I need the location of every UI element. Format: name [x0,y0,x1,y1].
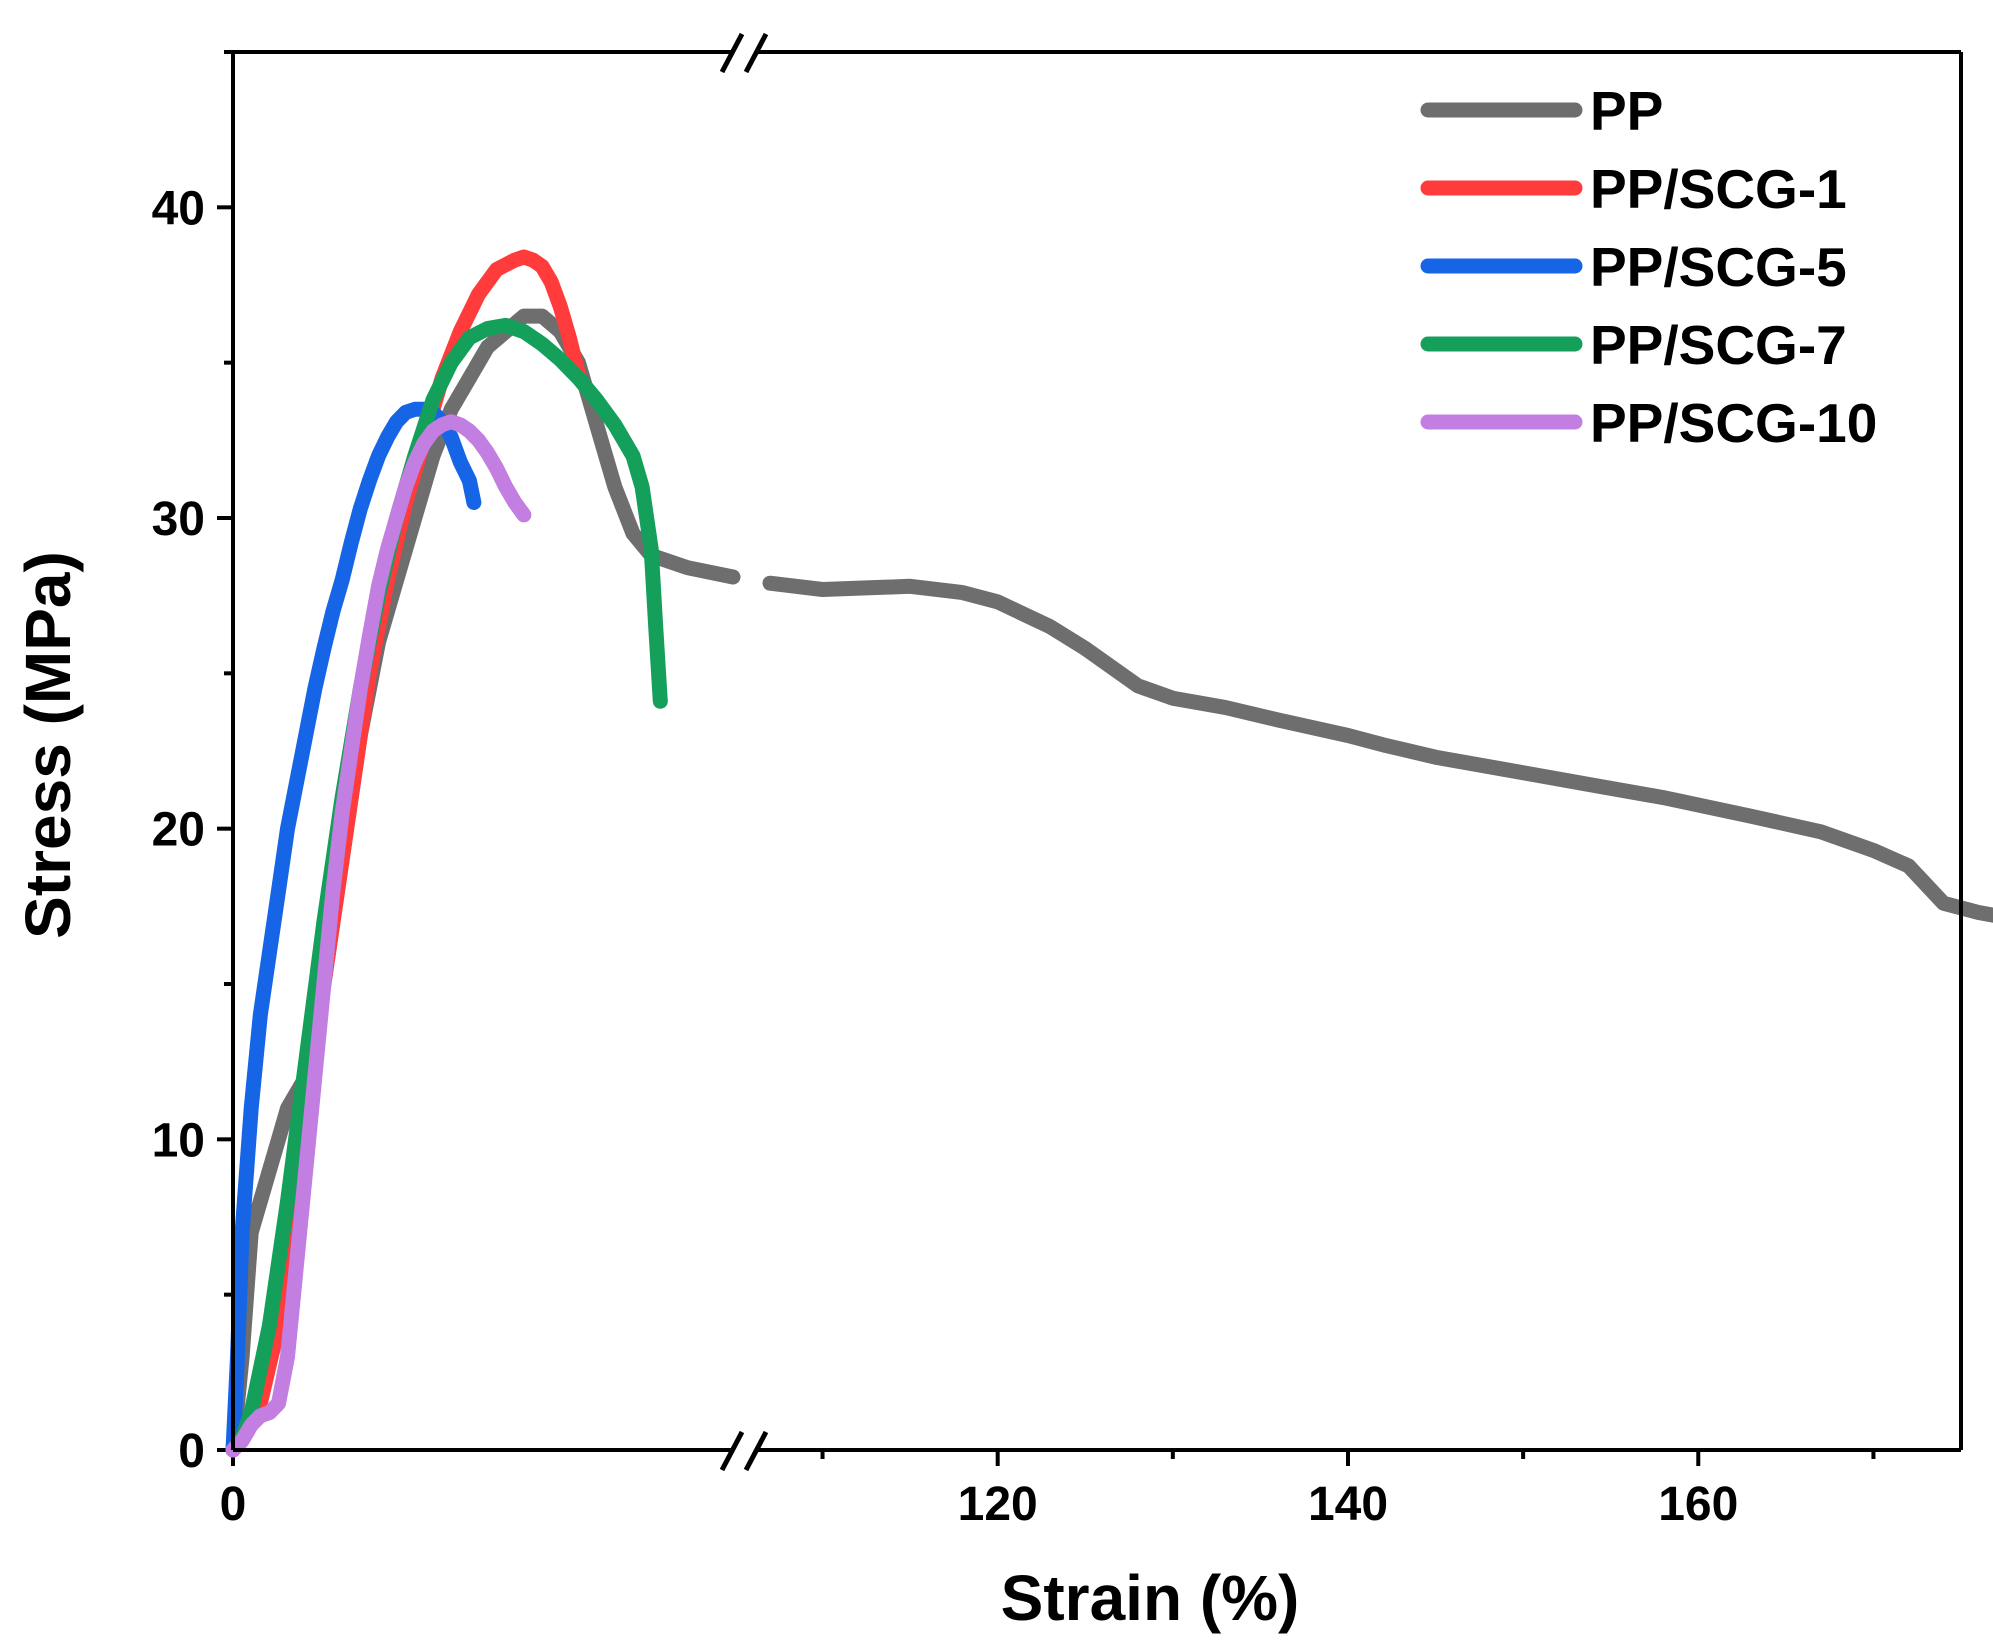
y-axis-title: Stress (MPa) [12,551,84,939]
y-tick-label: 40 [152,182,205,235]
legend: PP PP/SCG-1 PP/SCG-5 PP/SCG-7 PP/SCG-10 [1420,80,1877,454]
x-tick-label: 140 [1308,1478,1388,1531]
y-tick-label: 10 [152,1114,205,1167]
legend-label-pp: PP [1590,80,1663,142]
legend-label-pp-scg-1: PP/SCG-1 [1590,158,1847,220]
series-line-pp [225,308,741,1458]
series-line-pp-continued [762,575,1993,923]
legend-label-pp-scg-7: PP/SCG-7 [1590,314,1847,376]
legend-label-pp-scg-10: PP/SCG-10 [1590,392,1877,454]
y-tick-label: 30 [152,493,205,546]
y-tick-label: 20 [152,804,205,857]
legend-label-pp-scg-5: PP/SCG-5 [1590,236,1847,298]
y-tick-label: 0 [178,1425,205,1478]
x-tick-label: 160 [1658,1478,1738,1531]
series-line-pp-scg-10 [225,414,532,1458]
series-layer [225,249,1993,1458]
series-line-pp-scg-5 [225,401,482,1458]
axis-break-bottom [719,1430,769,1472]
axis-break-top [719,32,769,74]
x-tick-label: 0 [220,1478,247,1531]
x-axis-title: Strain (%) [1001,1562,1300,1634]
x-tick-label: 120 [958,1478,1038,1531]
series-line-pp-scg-7 [225,317,668,1458]
tick-labels: 0 10 20 30 40 0 120 140 160 [152,182,1739,1531]
